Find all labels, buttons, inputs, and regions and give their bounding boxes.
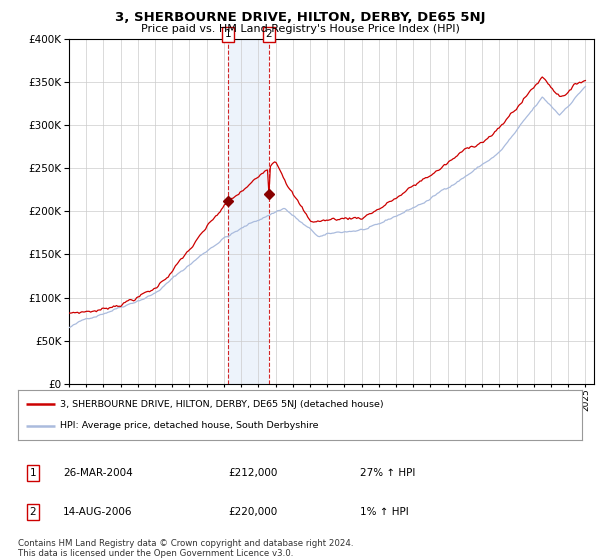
Text: Contains HM Land Registry data © Crown copyright and database right 2024.
This d: Contains HM Land Registry data © Crown c… xyxy=(18,539,353,558)
Text: 3, SHERBOURNE DRIVE, HILTON, DERBY, DE65 5NJ: 3, SHERBOURNE DRIVE, HILTON, DERBY, DE65… xyxy=(115,11,485,24)
Text: 3, SHERBOURNE DRIVE, HILTON, DERBY, DE65 5NJ (detached house): 3, SHERBOURNE DRIVE, HILTON, DERBY, DE65… xyxy=(60,400,384,409)
Text: 1: 1 xyxy=(29,468,37,478)
Text: HPI: Average price, detached house, South Derbyshire: HPI: Average price, detached house, Sout… xyxy=(60,421,319,430)
Text: 14-AUG-2006: 14-AUG-2006 xyxy=(63,507,133,517)
Text: 1: 1 xyxy=(224,29,231,39)
Text: £212,000: £212,000 xyxy=(228,468,277,478)
Text: 2: 2 xyxy=(266,29,272,39)
Text: £220,000: £220,000 xyxy=(228,507,277,517)
Text: 26-MAR-2004: 26-MAR-2004 xyxy=(63,468,133,478)
Text: Price paid vs. HM Land Registry's House Price Index (HPI): Price paid vs. HM Land Registry's House … xyxy=(140,24,460,34)
Text: 1% ↑ HPI: 1% ↑ HPI xyxy=(360,507,409,517)
Text: 27% ↑ HPI: 27% ↑ HPI xyxy=(360,468,415,478)
Bar xyxy=(228,39,269,384)
Text: 2: 2 xyxy=(29,507,37,517)
